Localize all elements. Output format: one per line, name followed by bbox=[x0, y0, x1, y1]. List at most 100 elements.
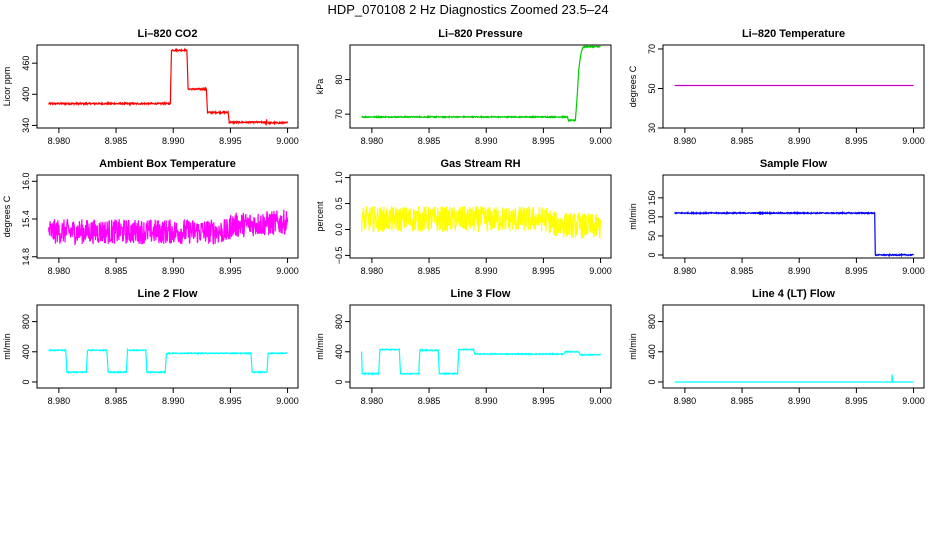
series-line bbox=[361, 347, 602, 376]
x-tick-label: 8.990 bbox=[788, 266, 811, 276]
x-tick-label: 8.985 bbox=[418, 266, 441, 276]
y-tick-label: 0.0 bbox=[334, 223, 344, 236]
x-tick-label: 8.990 bbox=[162, 136, 185, 146]
x-tick-label: 8.990 bbox=[475, 396, 498, 406]
plot-frame bbox=[662, 174, 925, 259]
y-tick-label: 30 bbox=[647, 123, 657, 133]
y-tick-label: 0 bbox=[334, 379, 344, 384]
y-tick-label: 0.5 bbox=[334, 197, 344, 210]
x-tick-label: 8.985 bbox=[105, 396, 128, 406]
x-tick-label: 8.995 bbox=[219, 266, 242, 276]
x-tick-label: 8.985 bbox=[731, 266, 754, 276]
plot-title: Ambient Box Temperature bbox=[99, 158, 236, 170]
plot-frame bbox=[349, 44, 612, 129]
plot-frame bbox=[36, 174, 299, 259]
x-tick-label: 8.980 bbox=[361, 266, 384, 276]
x-tick-label: 8.995 bbox=[845, 136, 868, 146]
y-axis-label: ml/min bbox=[628, 333, 638, 360]
x-tick-label: 9.000 bbox=[589, 266, 612, 276]
y-axis-label: ml/min bbox=[628, 203, 638, 230]
y-tick-label: 800 bbox=[21, 314, 31, 329]
x-tick-label: 8.985 bbox=[105, 266, 128, 276]
y-axis-label: degrees C bbox=[628, 65, 638, 107]
x-tick-label: 8.990 bbox=[162, 266, 185, 276]
x-tick-label: 9.000 bbox=[276, 266, 299, 276]
series-line bbox=[361, 44, 601, 123]
plot-frame bbox=[36, 304, 299, 389]
plot-title: Line 4 (LT) Flow bbox=[752, 288, 835, 300]
x-tick-label: 8.985 bbox=[731, 136, 754, 146]
plot-title: Sample Flow bbox=[760, 158, 828, 170]
x-tick-label: 8.990 bbox=[475, 136, 498, 146]
y-tick-label: 800 bbox=[647, 314, 657, 329]
y-tick-label: 100 bbox=[647, 209, 657, 224]
x-tick-label: 8.980 bbox=[674, 136, 697, 146]
y-tick-label: 400 bbox=[334, 344, 344, 359]
y-axis-label: ml/min bbox=[315, 333, 325, 360]
series-line bbox=[48, 209, 289, 246]
plot-title: Line 2 Flow bbox=[138, 288, 198, 300]
x-tick-label: 8.995 bbox=[845, 396, 868, 406]
x-tick-label: 8.985 bbox=[105, 136, 128, 146]
plot-frame bbox=[662, 304, 925, 389]
y-tick-label: 340 bbox=[21, 118, 31, 133]
plot-frame bbox=[662, 44, 925, 129]
x-tick-label: 8.980 bbox=[361, 396, 384, 406]
y-axis-label: degrees C bbox=[2, 195, 12, 237]
x-tick-label: 9.000 bbox=[902, 136, 925, 146]
x-tick-label: 9.000 bbox=[902, 396, 925, 406]
y-tick-label: 400 bbox=[647, 344, 657, 359]
x-tick-label: 8.980 bbox=[361, 136, 384, 146]
y-tick-label: 0 bbox=[21, 379, 31, 384]
y-tick-label: 800 bbox=[334, 314, 344, 329]
x-tick-label: 8.995 bbox=[219, 136, 242, 146]
x-tick-label: 9.000 bbox=[589, 136, 612, 146]
y-tick-label: 70 bbox=[647, 44, 657, 54]
y-tick-label: −0.5 bbox=[334, 247, 344, 265]
x-tick-label: 8.980 bbox=[48, 136, 71, 146]
x-tick-label: 8.985 bbox=[731, 396, 754, 406]
figure-title: HDP_070108 2 Hz Diagnostics Zoomed 23.5–… bbox=[327, 2, 609, 17]
plot-title: Li–820 Temperature bbox=[742, 28, 845, 40]
y-tick-label: 400 bbox=[21, 87, 31, 102]
x-tick-label: 8.985 bbox=[418, 136, 441, 146]
x-tick-label: 8.985 bbox=[418, 396, 441, 406]
x-tick-label: 8.995 bbox=[532, 396, 555, 406]
panel-4: Ambient Box Temperature 8.980 8.985 8.990 8.… bbox=[2, 158, 299, 276]
panel-8: Line 3 Flow 8.980 8.985 8.990 8.995 9.000 0 400… bbox=[315, 288, 612, 406]
y-tick-label: 150 bbox=[647, 190, 657, 205]
y-axis-label: Licor ppm bbox=[2, 67, 12, 107]
y-tick-label: 70 bbox=[334, 109, 344, 119]
plot-title: Line 3 Flow bbox=[451, 288, 511, 300]
y-tick-label: 50 bbox=[647, 231, 657, 241]
series-line bbox=[674, 374, 914, 383]
panel-2: Li–820 Pressure 8.980 8.985 8.990 8.995 9.000… bbox=[315, 28, 612, 146]
x-tick-label: 8.995 bbox=[532, 136, 555, 146]
series-line bbox=[674, 210, 915, 258]
x-tick-label: 8.980 bbox=[48, 266, 71, 276]
y-tick-label: 14.8 bbox=[21, 248, 31, 266]
y-tick-label: 460 bbox=[21, 56, 31, 71]
y-tick-label: 400 bbox=[21, 344, 31, 359]
y-tick-label: 50 bbox=[647, 83, 657, 93]
y-tick-label: 0 bbox=[647, 379, 657, 384]
x-tick-label: 8.995 bbox=[532, 266, 555, 276]
y-tick-label: 0 bbox=[647, 252, 657, 257]
x-tick-label: 8.995 bbox=[845, 266, 868, 276]
x-tick-label: 9.000 bbox=[276, 136, 299, 146]
x-tick-label: 8.990 bbox=[162, 396, 185, 406]
x-tick-label: 8.995 bbox=[219, 396, 242, 406]
y-axis-label: percent bbox=[315, 201, 325, 232]
y-tick-label: 1.0 bbox=[334, 171, 344, 184]
x-tick-label: 8.990 bbox=[788, 396, 811, 406]
plot-title: Gas Stream RH bbox=[440, 158, 520, 170]
x-tick-label: 9.000 bbox=[276, 396, 299, 406]
y-tick-label: 15.4 bbox=[21, 210, 31, 228]
x-tick-label: 9.000 bbox=[589, 396, 612, 406]
y-axis-label: ml/min bbox=[2, 333, 12, 360]
x-tick-label: 8.980 bbox=[674, 396, 697, 406]
plot-title: Li–820 Pressure bbox=[438, 28, 522, 40]
x-tick-label: 9.000 bbox=[902, 266, 925, 276]
y-tick-label: 16.0 bbox=[21, 173, 31, 191]
panel-9: Line 4 (LT) Flow 8.980 8.985 8.990 8.995 9.00… bbox=[628, 288, 925, 406]
